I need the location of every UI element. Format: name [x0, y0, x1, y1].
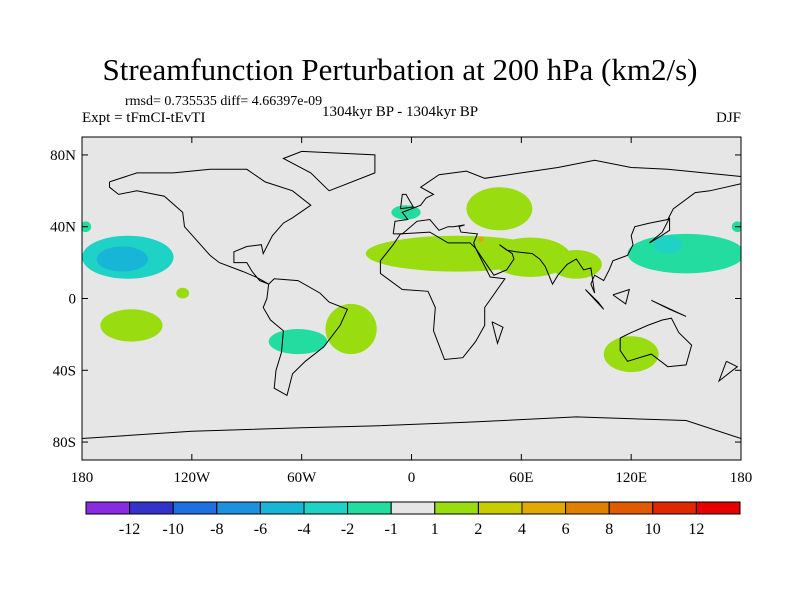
y-tick-label: 0	[69, 292, 77, 308]
colorbar-label: 8	[605, 521, 613, 538]
colorbar-label: -6	[254, 521, 267, 538]
colorbar-label: -4	[297, 521, 310, 538]
colorbar-label: -12	[119, 521, 140, 538]
region-north-pacific-low-core	[96, 246, 148, 272]
anomaly-regions	[82, 187, 741, 373]
colorbar-label: 12	[688, 521, 704, 538]
colorbar-swatch	[216, 501, 261, 515]
colorbar-swatch	[129, 501, 174, 515]
colorbar-label: 4	[518, 521, 526, 538]
coastline-10	[612, 288, 631, 305]
coastline-6	[82, 416, 741, 439]
region-hawaii-small-high	[176, 287, 190, 299]
x-tick-label: 60E	[509, 470, 533, 486]
y-tick-label: 40S	[53, 363, 76, 379]
colorbar-label: 2	[474, 521, 482, 538]
coastline-3	[392, 159, 741, 294]
map-background	[82, 137, 741, 460]
region-australia-high	[603, 336, 659, 373]
colorbar-swatch	[434, 501, 479, 515]
season-label: DJF	[715, 110, 741, 126]
coastline-7	[400, 193, 415, 210]
coastline-2	[282, 150, 376, 192]
colorbar-swatch	[565, 501, 610, 515]
colorbar-label: -2	[341, 521, 354, 538]
x-tick-label: 120E	[615, 470, 647, 486]
colorbar-swatch	[652, 501, 697, 515]
colorbar-swatch	[259, 501, 305, 515]
experiment-label: Expt = tFmCI-tEvTI	[82, 110, 206, 126]
x-tick-label: 0	[408, 470, 416, 486]
coastline-5	[619, 317, 693, 368]
coastline-13	[717, 360, 739, 383]
colorbar-swatch	[85, 501, 131, 515]
region-south-asia-high	[490, 237, 571, 277]
region-europe-high	[466, 187, 533, 231]
colorbar-swatch	[521, 501, 567, 515]
x-tick-label: 120W	[173, 470, 211, 486]
coastline-9	[585, 289, 605, 310]
rmsd-diff-stats: rmsd= 0.735535 diff= 4.66397e-09	[125, 94, 323, 109]
coastline-11	[651, 299, 687, 317]
region-west-pacific-low-core	[653, 235, 683, 254]
coastline-8	[649, 217, 671, 244]
region-north-atlantic-low	[391, 205, 421, 220]
region-south-atlantic-high	[325, 303, 377, 355]
colorbar-swatch	[347, 501, 392, 515]
region-india-high	[550, 250, 602, 279]
colorbar-label: -10	[163, 521, 184, 538]
x-tick-label: 180	[730, 470, 753, 486]
region-south-pacific-high	[100, 309, 163, 342]
coastline-0	[109, 168, 312, 285]
colorbar-swatch	[695, 501, 741, 515]
colorbar-label: 1	[431, 521, 439, 538]
colorbar-swatch	[608, 501, 654, 515]
colorbar-swatch	[303, 501, 349, 515]
region-west-pacific-low	[627, 233, 741, 274]
region-middle-east-peak	[478, 236, 484, 242]
colorbar-label: 6	[562, 521, 570, 538]
period-label: 1304kyr BP - 1304kyr BP	[322, 104, 479, 120]
y-tick-label: 40N	[50, 220, 76, 236]
x-tick-label: 60W	[287, 470, 317, 486]
coastlines	[82, 150, 741, 439]
colorbar-label: -8	[210, 521, 223, 538]
coastline-12	[491, 321, 504, 346]
coastline-1	[262, 278, 349, 397]
colorbar-swatch	[477, 501, 523, 515]
y-tick-label: 80N	[50, 148, 76, 164]
colorbar-label: -1	[385, 521, 398, 538]
colorbar-swatch	[390, 501, 436, 515]
y-tick-label: 80S	[53, 435, 76, 451]
colorbar-label: 10	[645, 521, 661, 538]
colorbar-swatch	[172, 501, 218, 515]
x-tick-label: 180	[71, 470, 94, 486]
coastline-4	[379, 231, 506, 361]
chart-title: Streamfunction Perturbation at 200 hPa (…	[102, 52, 698, 87]
